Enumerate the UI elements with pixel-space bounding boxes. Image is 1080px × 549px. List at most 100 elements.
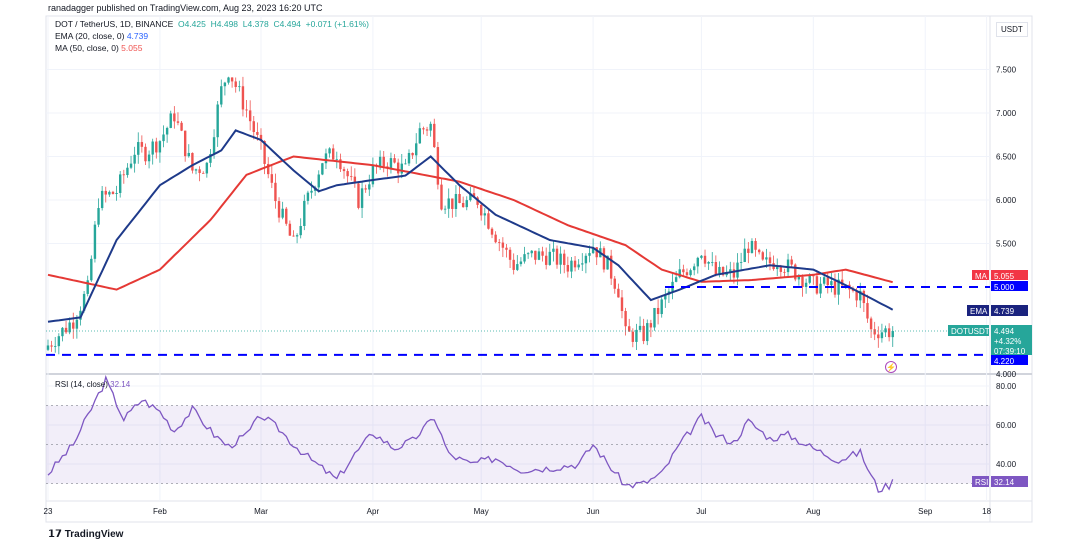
candle [368,174,371,196]
price-tag-value[interactable]: 4.494+4.32%07:39:10 [991,325,1032,356]
ohlc-low: L4.378 [242,19,269,29]
candle [570,257,573,279]
candle-body [555,248,559,265]
candle-body [815,276,819,294]
candle [328,147,331,158]
candle-body [111,191,115,194]
candle [750,238,754,254]
candle [267,157,270,179]
candle [526,252,530,259]
ema-tag-label-text: EMA [970,307,988,316]
candle-body [234,81,237,88]
candle [891,326,894,347]
candle-body [183,130,187,157]
rsi-tag-value[interactable]: 32.14 [991,476,1028,487]
candle [747,242,750,264]
ema-tag-value[interactable]: 4.739 [991,305,1028,316]
candle [646,319,649,346]
candle-body [743,248,746,263]
candle [104,186,107,203]
candle [97,198,100,228]
candle-body [830,281,833,286]
candle [75,315,79,339]
candle [476,196,479,209]
candle-body [50,345,53,347]
candle [505,244,508,258]
candle-body [711,261,714,263]
rsi-legend-label: RSI (14, close) [55,380,108,389]
time-axis-label: Sep [918,507,933,516]
candle [563,249,566,274]
currency-label[interactable]: USDT [996,22,1028,37]
candle-body [285,208,288,224]
candle [137,132,140,164]
candle [292,230,295,237]
time-axis-label: Feb [153,507,167,516]
candle [548,243,551,266]
candle [660,297,663,318]
candle [490,227,494,239]
rsi-tag-label[interactable]: RSI [972,476,989,487]
ma-legend[interactable]: MA (50, close, 0) 5.055 [55,42,369,54]
candle [472,185,476,198]
rsi-axis-label: 80.00 [996,382,1017,391]
candle-body [819,283,822,294]
ema-tag-label[interactable]: EMA [967,305,989,316]
price-tag-label[interactable]: DOTUSDT [948,325,990,336]
rsi-legend[interactable]: RSI (14, close) 32.14 [55,380,130,389]
ema-legend[interactable]: EMA (20, close, 0) 4.739 [55,30,369,42]
tradingview-logo-icon: 𝟭𝟳 [48,529,65,540]
candle [613,275,616,294]
candle [72,312,75,339]
candle-body [859,290,862,301]
candle-body [487,213,490,229]
level-low-tag[interactable]: 4.220 [991,355,1028,366]
candle-body [581,263,584,265]
candle [429,121,432,137]
tradingview-logo[interactable]: 𝟭𝟳 TradingView [48,529,123,540]
ohlc-open: O4.425 [177,19,206,29]
candle-body [544,255,548,265]
candle-body [238,86,241,88]
level-high-tag[interactable]: 5.000 [991,281,1028,292]
candle-body [202,172,205,174]
ma-tag-value[interactable]: 5.055 [991,270,1028,281]
candle-body [454,194,458,209]
candle-body [353,176,357,184]
candle-body [198,169,201,173]
candle [389,152,393,174]
candle [119,171,122,198]
candle [465,196,468,211]
candle [866,294,869,323]
candle [523,246,526,264]
candle-body [230,77,234,82]
candle [252,115,255,140]
candle [198,166,201,182]
candle-body [267,163,270,175]
symbol-title[interactable]: DOT / TetherUS, 1D, BINANCE [55,19,174,29]
candle [682,264,685,277]
ma-tag-label[interactable]: MA [972,270,989,281]
candle [700,255,703,260]
time-axis-label: Mar [254,507,268,516]
candle-body [350,176,353,178]
logo-text: TradingView [64,529,124,540]
candle [776,258,779,277]
candle-body [440,184,443,210]
candle-body [335,159,338,161]
candle-body [609,255,613,279]
candle-body [682,269,685,273]
candle [68,317,71,335]
candle [725,265,728,278]
candle [631,328,635,348]
lightning-icon[interactable]: ⚡ [885,361,897,373]
candle [454,185,458,217]
candle [133,146,136,173]
candle-body [642,325,645,342]
candle-body [635,329,638,342]
candle-body [108,191,111,195]
candle-body [404,163,407,165]
candle [573,255,577,272]
candle [151,138,154,165]
